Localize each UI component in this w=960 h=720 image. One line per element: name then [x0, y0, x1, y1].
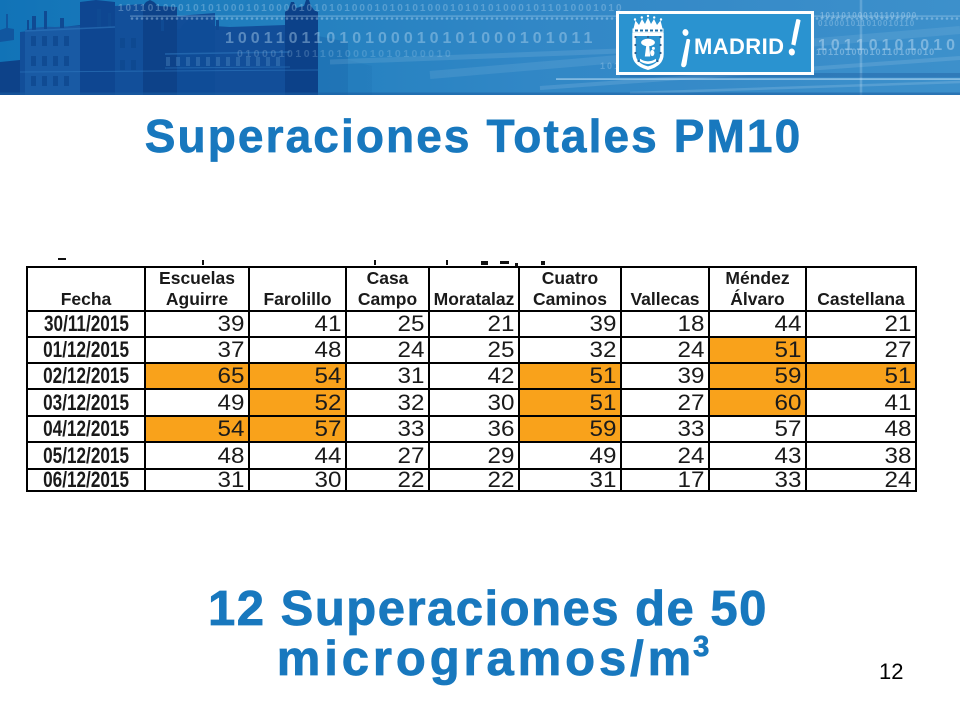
svg-text:101101000101010001010000101010: 1011010001010100010100001010101000101010… [118, 3, 624, 14]
svg-text:MADRID: MADRID [694, 34, 784, 59]
svg-text:10011011010100010101000101011: 10011011010100010101000101011 [225, 30, 596, 47]
svg-text:01000101011010001010100010: 01000101011010001010100010 [237, 48, 453, 60]
svg-text:101101000101101000: 101101000101101000 [820, 11, 917, 20]
svg-text:10110101010: 10110101010 [818, 37, 959, 54]
svg-text:010001011010010110: 010001011010010110 [818, 19, 915, 28]
svg-text:10110100010110100010: 10110100010110100010 [816, 47, 935, 57]
